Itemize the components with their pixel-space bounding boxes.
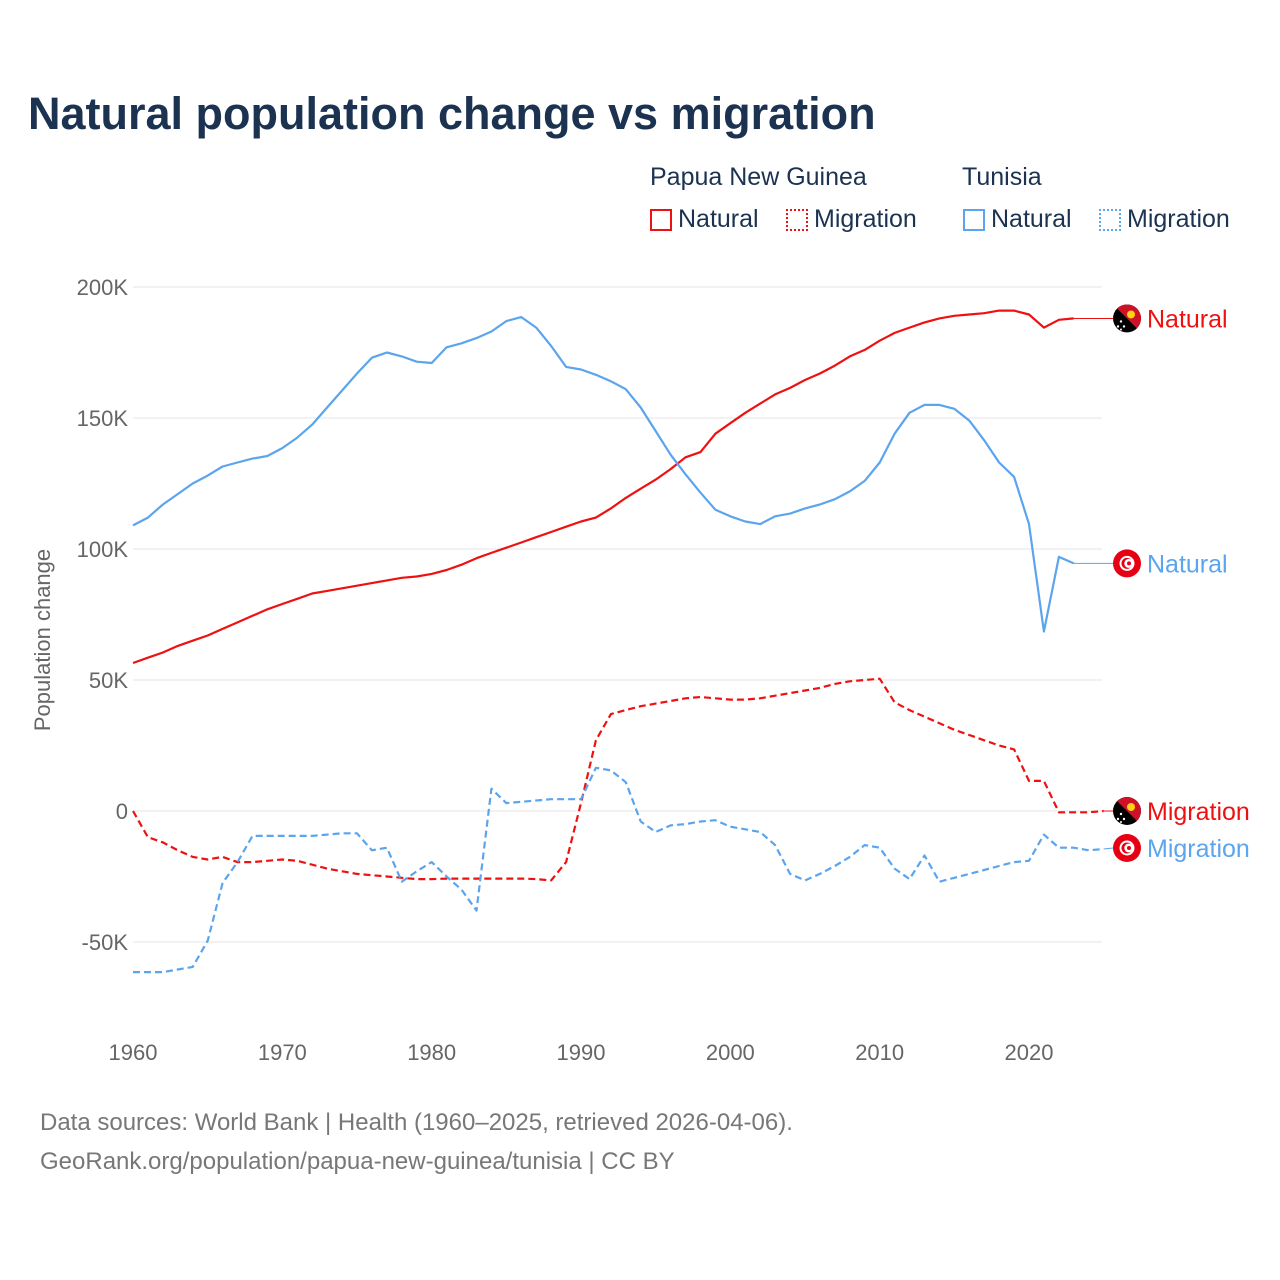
y-tick-label: 200K bbox=[77, 275, 129, 300]
legend-group-png: Papua New Guinea bbox=[650, 163, 867, 191]
footer-sources: Data sources: World Bank | Health (1960–… bbox=[40, 1109, 793, 1136]
tunisia-flag-icon bbox=[1113, 834, 1141, 862]
series-line-0 bbox=[132, 309, 1074, 665]
legend-label: Natural bbox=[991, 205, 1072, 233]
x-tick-label: 2020 bbox=[1005, 1040, 1054, 1065]
x-tick-label: 1970 bbox=[258, 1040, 307, 1065]
legend-label: Natural bbox=[678, 205, 759, 233]
series-end-label: Natural bbox=[1147, 550, 1228, 578]
series-line-1 bbox=[132, 316, 1075, 633]
legend-label: Migration bbox=[814, 205, 917, 233]
png-flag-icon bbox=[1113, 304, 1141, 333]
x-tick-label: 1990 bbox=[557, 1040, 606, 1065]
chart-title: Natural population change vs migration bbox=[28, 88, 876, 139]
legend-tunisia-natural[interactable]: Natural bbox=[963, 205, 1072, 234]
legend-swatch-dotted bbox=[786, 208, 808, 231]
y-tick-label: 100K bbox=[77, 537, 129, 562]
legend-swatch-solid bbox=[650, 208, 672, 231]
legend-png-migration[interactable]: Migration bbox=[786, 205, 917, 234]
x-tick-label: 2010 bbox=[855, 1040, 904, 1065]
x-tick-label: 1960 bbox=[109, 1040, 158, 1065]
y-tick-label: -50K bbox=[82, 930, 129, 955]
legend-png-natural[interactable]: Natural bbox=[650, 205, 759, 234]
y-axis-label: Population change bbox=[30, 549, 55, 731]
legend-tunisia-migration[interactable]: Migration bbox=[1099, 205, 1230, 234]
legend-swatch-dotted bbox=[1099, 208, 1121, 231]
y-tick-label: 50K bbox=[89, 668, 128, 693]
chart-area: 200K 150K 100K 50K 0 -50K 1960 1970 1980 1990 2000… bbox=[30, 275, 1250, 1065]
x-tick-label: 1980 bbox=[407, 1040, 456, 1065]
end-connector bbox=[1103, 847, 1114, 850]
y-tick-label: 150K bbox=[77, 406, 129, 431]
tunisia-flag-icon bbox=[1113, 549, 1141, 578]
png-flag-icon bbox=[1113, 797, 1141, 825]
series-end-label: Migration bbox=[1147, 798, 1250, 826]
series-line-2 bbox=[132, 677, 1104, 882]
y-tick-label: 0 bbox=[116, 799, 128, 824]
x-tick-label: 2000 bbox=[706, 1040, 755, 1065]
legend-group-tunisia: Tunisia bbox=[962, 163, 1042, 191]
footer-link[interactable]: GeoRank.org/population/papua-new-guinea/… bbox=[40, 1148, 675, 1175]
series-end-label: Migration bbox=[1147, 835, 1250, 863]
legend-swatch-solid bbox=[963, 208, 985, 231]
legend-label: Migration bbox=[1127, 205, 1230, 233]
series-line-3 bbox=[133, 766, 1104, 974]
series-end-label: Natural bbox=[1147, 305, 1228, 333]
